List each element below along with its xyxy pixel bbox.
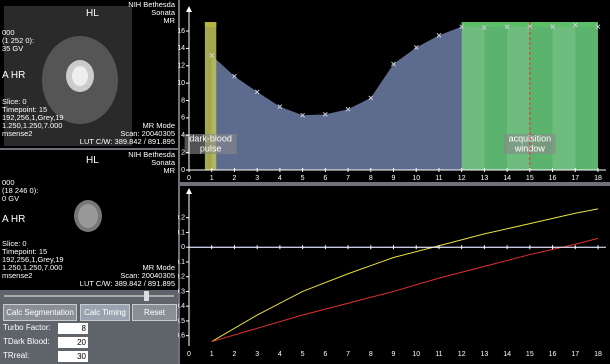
x-tick-label: 15 — [526, 351, 534, 358]
x-tick-label: 16 — [549, 175, 557, 182]
x-tick-label: 8 — [369, 351, 373, 358]
header-info: MR — [163, 167, 175, 175]
button[interactable]: Reset — [132, 304, 177, 321]
y-tick-label: 0.2 — [178, 215, 185, 222]
x-tick-label: 7 — [346, 351, 350, 358]
lut-label: LUT C/W: 389.842 / 891.895 — [80, 280, 175, 288]
span-stripe — [462, 22, 485, 170]
x-tick-label: 5 — [301, 175, 305, 182]
x-tick-label: 13 — [480, 175, 488, 182]
charts: dark-bloodpulseacquisitionwindow02468101… — [178, 0, 610, 364]
x-tick-label: 6 — [323, 351, 327, 358]
y-tick-label: 6 — [181, 115, 185, 122]
x-tick-label: 3 — [255, 351, 259, 358]
x-tick-label: 13 — [480, 351, 488, 358]
detail-line: msense2 — [2, 130, 32, 138]
y-tick-label: -0.6 — [178, 333, 185, 340]
field-input[interactable]: 30 — [58, 351, 88, 362]
ventricle — [72, 66, 88, 86]
y-tick-label: 12 — [178, 63, 185, 70]
pixel-info: 0 GV — [2, 195, 19, 203]
x-tick-label: 15 — [526, 175, 534, 182]
y-tick-label: 14 — [178, 45, 185, 52]
detail-line: msense2 — [2, 272, 32, 280]
span-stripe — [553, 22, 576, 170]
x-tick-label: 16 — [549, 351, 557, 358]
button[interactable]: Calc Timing — [80, 304, 130, 321]
span-label: pulse — [200, 143, 222, 153]
x-tick-label: 6 — [323, 175, 327, 182]
field-input[interactable]: 8 — [58, 323, 88, 334]
x-tick-label: 1 — [210, 175, 214, 182]
x-tick-label: 14 — [503, 351, 511, 358]
x-tick-label: 7 — [346, 175, 350, 182]
x-tick-label: 11 — [435, 175, 442, 182]
x-tick-label: 0 — [187, 175, 191, 182]
x-tick-label: 11 — [435, 351, 442, 358]
x-tick-label: 2 — [232, 175, 236, 182]
span-label: dark-blood — [189, 133, 232, 143]
field-input[interactable]: 20 — [58, 337, 88, 348]
x-tick-label: 10 — [412, 351, 420, 358]
x-tick-label: 9 — [392, 175, 396, 182]
y-tick-label: -0.2 — [178, 274, 185, 281]
y-tick-label: 0.1 — [178, 229, 185, 236]
x-tick-label: 18 — [594, 175, 602, 182]
span-cap — [205, 22, 216, 27]
header-info: MR — [163, 17, 175, 25]
x-tick-label: 12 — [458, 175, 466, 182]
x-tick-label: 12 — [458, 351, 466, 358]
x-tick-label: 0 — [187, 351, 191, 358]
field-label: TRreal: — [3, 351, 29, 360]
x-tick-label: 1 — [210, 351, 214, 358]
y-tick-label: 0 — [181, 244, 185, 251]
x-tick-label: 5 — [301, 351, 305, 358]
x-tick-label: 17 — [571, 351, 579, 358]
x-tick-label: 4 — [278, 351, 282, 358]
x-tick-label: 9 — [392, 351, 396, 358]
ventricle — [78, 204, 98, 228]
lut-label: LUT C/W: 389.842 / 891.895 — [80, 138, 175, 146]
control-panel: Turbo Factor: 8 TDark Blood: 20 TRreal: 30 — [0, 290, 178, 364]
app-window: HLNIH BethesdaSonataMR000(1 252 0):35 GV… — [0, 0, 610, 364]
y-tick-label: 0 — [181, 167, 185, 174]
y-tick-label: 4 — [181, 132, 185, 139]
chart-bg — [180, 186, 610, 364]
y-tick-label: -0.1 — [178, 259, 185, 266]
pixel-info: 35 GV — [2, 45, 23, 53]
x-tick-label: 10 — [412, 175, 420, 182]
x-tick-label: 18 — [594, 351, 602, 358]
orientation-label: A HR — [2, 72, 25, 80]
y-tick-label: -0.4 — [178, 303, 185, 310]
orientation-label: A HR — [2, 216, 25, 224]
y-tick-label: 8 — [181, 97, 185, 104]
y-tick-label: 10 — [178, 80, 185, 87]
y-tick-label: -0.3 — [178, 288, 185, 295]
x-tick-label: 17 — [571, 175, 579, 182]
x-tick-label: 4 — [278, 175, 282, 182]
button[interactable]: Calc Segmentation — [3, 304, 77, 321]
slider-thumb[interactable] — [144, 291, 149, 301]
x-tick-label: 2 — [232, 351, 236, 358]
orientation-label: HL — [86, 157, 99, 165]
y-tick-label: -0.5 — [178, 318, 185, 325]
orientation-label: HL — [86, 10, 99, 18]
y-tick-label: 2 — [181, 149, 185, 156]
field-label: Turbo Factor: — [3, 323, 51, 332]
x-tick-label: 8 — [369, 175, 373, 182]
field-label: TDark Blood: — [3, 337, 50, 346]
x-tick-label: 14 — [503, 175, 511, 182]
y-tick-label: 16 — [178, 28, 185, 35]
x-tick-label: 3 — [255, 175, 259, 182]
